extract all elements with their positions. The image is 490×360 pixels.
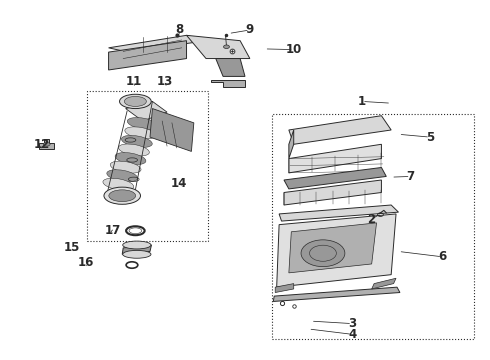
Text: 6: 6	[438, 250, 446, 263]
Ellipse shape	[43, 143, 50, 146]
Bar	[87, 91, 208, 241]
Polygon shape	[277, 214, 396, 287]
Ellipse shape	[110, 161, 141, 173]
Text: 13: 13	[156, 75, 173, 88]
Ellipse shape	[127, 118, 158, 130]
Polygon shape	[289, 223, 376, 273]
Text: 2: 2	[368, 213, 376, 226]
Text: 4: 4	[348, 328, 356, 341]
Polygon shape	[216, 59, 245, 76]
Text: 15: 15	[64, 241, 80, 255]
Polygon shape	[273, 287, 400, 301]
Text: 16: 16	[77, 256, 94, 269]
Ellipse shape	[122, 241, 151, 249]
Text: 17: 17	[104, 224, 121, 237]
Ellipse shape	[109, 190, 136, 202]
Ellipse shape	[107, 170, 138, 182]
Ellipse shape	[115, 153, 146, 165]
Text: 9: 9	[246, 23, 254, 36]
Polygon shape	[211, 80, 245, 87]
Ellipse shape	[103, 178, 134, 190]
Text: 14: 14	[171, 177, 187, 190]
Polygon shape	[284, 180, 381, 205]
Polygon shape	[275, 284, 294, 293]
Polygon shape	[109, 35, 206, 52]
Bar	[272, 114, 474, 339]
Polygon shape	[125, 102, 167, 121]
Polygon shape	[372, 278, 396, 289]
Polygon shape	[289, 130, 294, 158]
Ellipse shape	[104, 187, 141, 204]
Polygon shape	[39, 139, 54, 149]
Polygon shape	[187, 35, 250, 59]
Polygon shape	[109, 41, 187, 70]
Text: 5: 5	[426, 131, 434, 144]
Ellipse shape	[125, 127, 156, 139]
Ellipse shape	[122, 250, 151, 258]
Polygon shape	[289, 144, 381, 173]
Ellipse shape	[223, 45, 229, 49]
Text: 7: 7	[407, 170, 415, 183]
Text: 12: 12	[33, 138, 49, 151]
Ellipse shape	[120, 94, 151, 109]
Text: 3: 3	[348, 317, 356, 330]
Polygon shape	[279, 205, 398, 221]
Text: 1: 1	[358, 95, 366, 108]
Ellipse shape	[122, 135, 152, 147]
Text: 8: 8	[175, 23, 183, 36]
Ellipse shape	[119, 144, 149, 156]
Text: 11: 11	[126, 75, 142, 88]
Text: 10: 10	[286, 43, 302, 56]
Polygon shape	[150, 109, 194, 152]
Polygon shape	[284, 167, 386, 189]
Ellipse shape	[124, 96, 147, 107]
Ellipse shape	[301, 240, 345, 267]
Polygon shape	[289, 116, 391, 144]
Polygon shape	[122, 245, 151, 254]
